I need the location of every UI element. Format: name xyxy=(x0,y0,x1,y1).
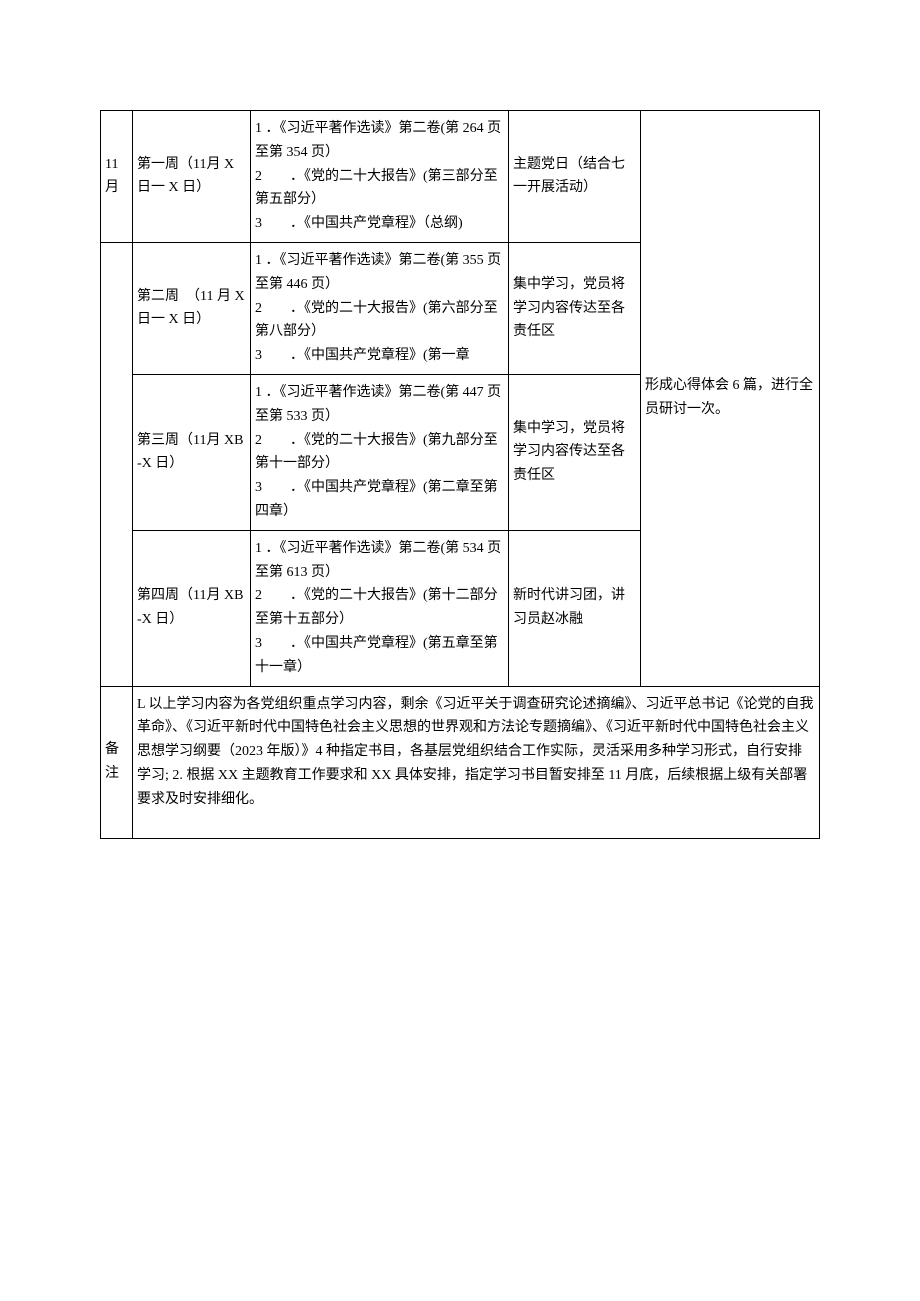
content-item: 3 ．《中国共产党章程》（总纲) xyxy=(255,212,504,236)
content-list: 1 ．《习近平著作选读》第二卷(第 447 页至第 533 页） 2 ．《党的二… xyxy=(255,381,504,524)
week-cell: 第一周（11月 X 日一 X 日） xyxy=(133,111,251,243)
content-list: 1 ．《习近平著作选读》第二卷(第 264 页至第 354 页） 2 ．《党的二… xyxy=(255,117,504,236)
page: 11月 第一周（11月 X 日一 X 日） 1 ．《习近平著作选读》第二卷(第 … xyxy=(0,0,920,1301)
content-item: 1 ．《习近平著作选读》第二卷(第 355 页至第 446 页） xyxy=(255,249,504,297)
table-row: 11月 第一周（11月 X 日一 X 日） 1 ．《习近平著作选读》第二卷(第 … xyxy=(101,111,820,243)
content-item: 1 ．《习近平著作选读》第二卷(第 534 页至第 613 页） xyxy=(255,537,504,585)
content-list: 1 ．《习近平著作选读》第二卷(第 534 页至第 613 页） 2 ．《党的二… xyxy=(255,537,504,680)
content-item: 2 ．《党的二十大报告》(第九部分至第十一部分） xyxy=(255,429,504,477)
form-cell: 集中学习，党员将学习内容传达至各责任区 xyxy=(509,242,641,374)
study-schedule-table: 11月 第一周（11月 X 日一 X 日） 1 ．《习近平著作选读》第二卷(第 … xyxy=(100,110,820,839)
note-row: 备注 L 以上学习内容为各党组织重点学习内容，剩余《习近平关于调查研究论述摘编》… xyxy=(101,686,820,838)
week-cell: 第二周 （11 月 X 日一 X 日） xyxy=(133,242,251,374)
week-cell: 第三周（11月 XB-X 日） xyxy=(133,374,251,530)
form-cell: 新时代讲习团，讲习员赵冰融 xyxy=(509,530,641,686)
content-cell: 1 ．《习近平著作选读》第二卷(第 264 页至第 354 页） 2 ．《党的二… xyxy=(251,111,509,243)
content-item: 2 ．《党的二十大报告》(第十二部分至第十五部分） xyxy=(255,584,504,632)
form-cell: 集中学习，党员将学习内容传达至各责任区 xyxy=(509,374,641,530)
content-item: 3 ．《中国共产党章程》(第二章至第四章） xyxy=(255,476,504,524)
content-cell: 1 ．《习近平著作选读》第二卷(第 447 页至第 533 页） 2 ．《党的二… xyxy=(251,374,509,530)
content-item: 1 ．《习近平著作选读》第二卷(第 264 页至第 354 页） xyxy=(255,117,504,165)
form-cell: 主题党日（结合七一开展活动） xyxy=(509,111,641,243)
note-text-cell: L 以上学习内容为各党组织重点学习内容，剩余《习近平关于调查研究论述摘编》、习近… xyxy=(133,686,820,838)
content-cell: 1 ．《习近平著作选读》第二卷(第 355 页至第 446 页） 2 ．《党的二… xyxy=(251,242,509,374)
result-cell: 形成心得体会 6 篇，进行全员研讨一次。 xyxy=(641,111,820,687)
week-cell: 第四周（11月 XB-X 日） xyxy=(133,530,251,686)
content-cell: 1 ．《习近平著作选读》第二卷(第 534 页至第 613 页） 2 ．《党的二… xyxy=(251,530,509,686)
content-item: 3 ．《中国共产党章程》(第五章至第十一章） xyxy=(255,632,504,680)
note-label-cell: 备注 xyxy=(101,686,133,838)
month-spacer-cell xyxy=(101,242,133,686)
content-item: 3 ．《中国共产党章程》(第一章 xyxy=(255,344,504,368)
content-item: 1 ．《习近平著作选读》第二卷(第 447 页至第 533 页） xyxy=(255,381,504,429)
content-list: 1 ．《习近平著作选读》第二卷(第 355 页至第 446 页） 2 ．《党的二… xyxy=(255,249,504,368)
content-item: 2 ．《党的二十大报告》(第六部分至第八部分） xyxy=(255,297,504,345)
content-item: 2 ．《党的二十大报告》(第三部分至第五部分） xyxy=(255,165,504,213)
month-cell: 11月 xyxy=(101,111,133,243)
